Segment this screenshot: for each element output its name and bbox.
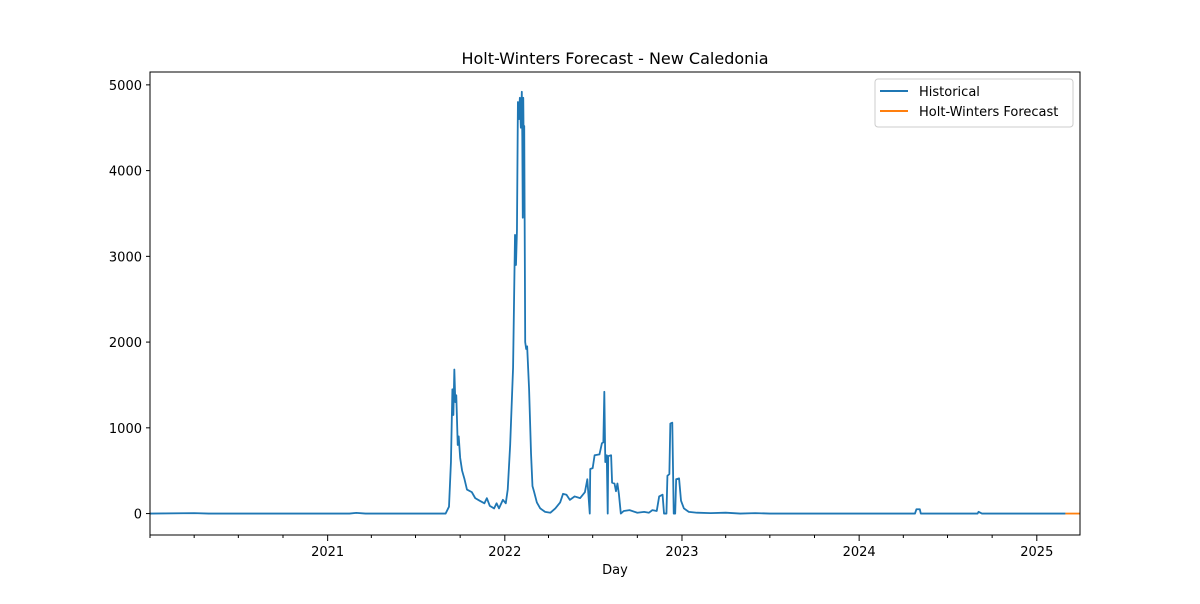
y-tick-label: 5000 <box>109 79 142 94</box>
x-tick-label: 2021 <box>311 545 344 560</box>
x-tick-label: 2024 <box>843 545 876 560</box>
x-tick-label: 2025 <box>1020 545 1053 560</box>
axes-frame <box>149 71 1081 536</box>
plot-area: 0 1000 2000 3000 4000 5000 2021 2022 2023 2024 202… <box>109 71 1081 560</box>
y-tick-label: 3000 <box>109 250 142 265</box>
y-tick-label: 4000 <box>109 165 142 180</box>
legend-label: Holt-Winters Forecast <box>919 105 1058 120</box>
y-tick-label: 0 <box>134 508 142 523</box>
legend: Historical Holt-Winters Forecast <box>874 78 1074 128</box>
x-tick-label: 2023 <box>665 545 698 560</box>
y-tick-label: 2000 <box>109 336 142 351</box>
x-axis-label: Day <box>602 563 628 578</box>
chart-title: Holt-Winters Forecast - New Caledonia <box>461 49 768 68</box>
x-tick-label: 2022 <box>488 545 521 560</box>
series-line-historical <box>150 90 1066 515</box>
legend-box <box>874 78 1074 128</box>
legend-label: Historical <box>919 85 980 100</box>
y-tick-label: 1000 <box>109 422 142 437</box>
